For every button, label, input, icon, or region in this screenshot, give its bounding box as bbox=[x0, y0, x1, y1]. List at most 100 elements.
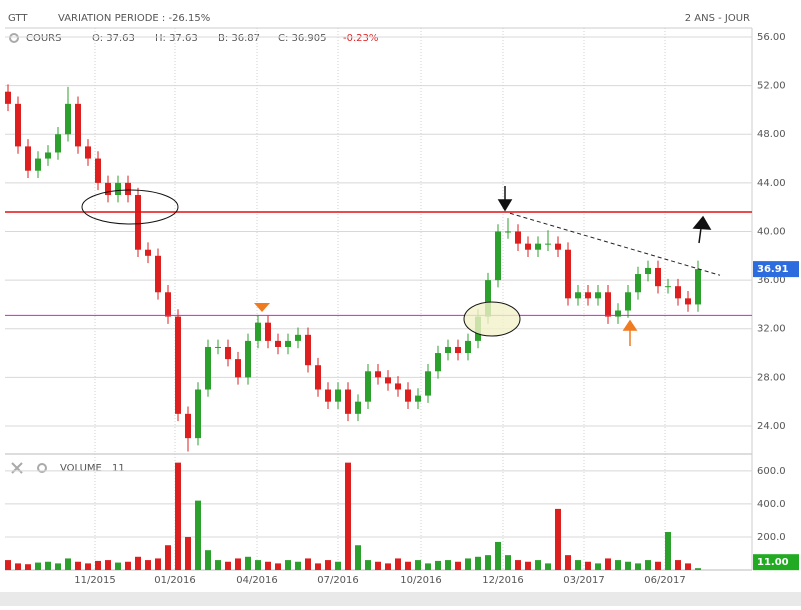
candle-body bbox=[105, 182, 111, 196]
candle-body bbox=[205, 346, 211, 390]
x-tick-label: 06/2017 bbox=[644, 575, 686, 586]
volume-bar bbox=[355, 545, 361, 570]
candle-body bbox=[215, 346, 221, 348]
volume-bar bbox=[605, 558, 611, 570]
quote-open: O: 37.63 bbox=[92, 33, 135, 44]
arrow-up bbox=[692, 215, 712, 244]
volume-bar bbox=[525, 561, 531, 570]
price-tag-label: 36.91 bbox=[757, 264, 789, 275]
candle-body bbox=[155, 255, 161, 293]
candle-body bbox=[165, 292, 171, 317]
volume-bar bbox=[695, 568, 701, 570]
candle-body bbox=[5, 91, 11, 104]
candle-body bbox=[445, 346, 451, 354]
y-tick-label: 48.00 bbox=[757, 129, 786, 140]
volume-bar bbox=[85, 563, 91, 570]
volume-bar bbox=[55, 563, 61, 570]
volume-bar bbox=[655, 561, 661, 570]
volume-bar bbox=[385, 563, 391, 570]
volume-bar bbox=[305, 558, 311, 570]
quote-close: C: 36.905 bbox=[278, 33, 327, 44]
volume-bar bbox=[615, 560, 621, 570]
candle-body bbox=[55, 134, 61, 153]
volume-bar bbox=[105, 560, 111, 570]
plot: 24.00 28.00 32.00 36.00 40.00 44.00 48.00 52.00… bbox=[5, 28, 799, 586]
annotations bbox=[81, 186, 712, 346]
arrow-orange bbox=[622, 319, 638, 346]
candle-body bbox=[545, 243, 551, 245]
candle-body bbox=[515, 231, 521, 244]
candle-body bbox=[335, 389, 341, 402]
gear-icon[interactable] bbox=[37, 463, 47, 473]
volume-bar bbox=[395, 558, 401, 570]
candle-body bbox=[645, 267, 651, 275]
candle-body bbox=[185, 413, 191, 439]
candle-body bbox=[345, 389, 351, 414]
candle-body bbox=[685, 298, 691, 305]
gear-icon[interactable] bbox=[9, 33, 19, 43]
volume-bar bbox=[535, 560, 541, 570]
candle-body bbox=[295, 334, 301, 341]
y-tick-label: 56.00 bbox=[757, 32, 786, 43]
volume-bar bbox=[505, 555, 511, 570]
volume-bar bbox=[185, 536, 191, 570]
arrow-orange bbox=[254, 303, 270, 312]
candle-body bbox=[425, 371, 431, 396]
price-tag bbox=[753, 261, 799, 278]
volume-bar bbox=[165, 545, 171, 570]
candle-body bbox=[675, 286, 681, 299]
volume-bar bbox=[635, 563, 641, 570]
volume-bar bbox=[435, 560, 441, 570]
volume-bar bbox=[235, 558, 241, 570]
volume-bar bbox=[45, 561, 51, 570]
volume-bar bbox=[75, 561, 81, 570]
volume-bar bbox=[445, 560, 451, 570]
volume-bar bbox=[685, 563, 691, 570]
volume-bar bbox=[325, 560, 331, 570]
candle-body bbox=[355, 401, 361, 414]
candle-body bbox=[225, 346, 231, 360]
candle-body bbox=[125, 182, 131, 196]
volume-bar bbox=[545, 563, 551, 570]
candle-body bbox=[65, 103, 71, 135]
candle-body bbox=[275, 340, 281, 347]
ellipse-annotation bbox=[463, 301, 521, 337]
candle-body bbox=[385, 377, 391, 384]
volume-bar bbox=[495, 541, 501, 570]
candle-body bbox=[555, 243, 561, 250]
y-tick-label: 28.00 bbox=[757, 372, 786, 383]
series-label: COURS bbox=[26, 33, 61, 44]
candle-body bbox=[25, 146, 31, 171]
ticker: GTT bbox=[8, 13, 28, 24]
x-tick-label: 12/2016 bbox=[482, 575, 524, 586]
candle-body bbox=[315, 365, 321, 390]
arrow-down bbox=[497, 186, 513, 212]
candle-body bbox=[75, 103, 81, 147]
x-tick-label: 10/2016 bbox=[400, 575, 442, 586]
footer-strip bbox=[0, 592, 801, 606]
candle-body bbox=[365, 371, 371, 402]
candle-body bbox=[635, 274, 641, 293]
candle-body bbox=[395, 383, 401, 390]
x-tick-label: 03/2017 bbox=[563, 575, 605, 586]
candle-body bbox=[615, 310, 621, 317]
trend-line bbox=[509, 212, 721, 276]
candle-body bbox=[265, 322, 271, 341]
candle-body bbox=[375, 371, 381, 378]
candle-body bbox=[285, 340, 291, 347]
volume-bar bbox=[335, 561, 341, 570]
variation: VARIATION PERIODE : -26.15% bbox=[58, 13, 210, 24]
candle-body bbox=[195, 389, 201, 439]
volume-bar bbox=[675, 560, 681, 570]
volume-bar bbox=[415, 560, 421, 570]
volume-bar bbox=[15, 563, 21, 570]
candle-body bbox=[455, 346, 461, 354]
x-tick-label: 04/2016 bbox=[236, 575, 278, 586]
volume-bar bbox=[125, 561, 131, 570]
volume-bar bbox=[95, 560, 101, 570]
volume-bar bbox=[375, 561, 381, 570]
candle-body bbox=[565, 249, 571, 299]
